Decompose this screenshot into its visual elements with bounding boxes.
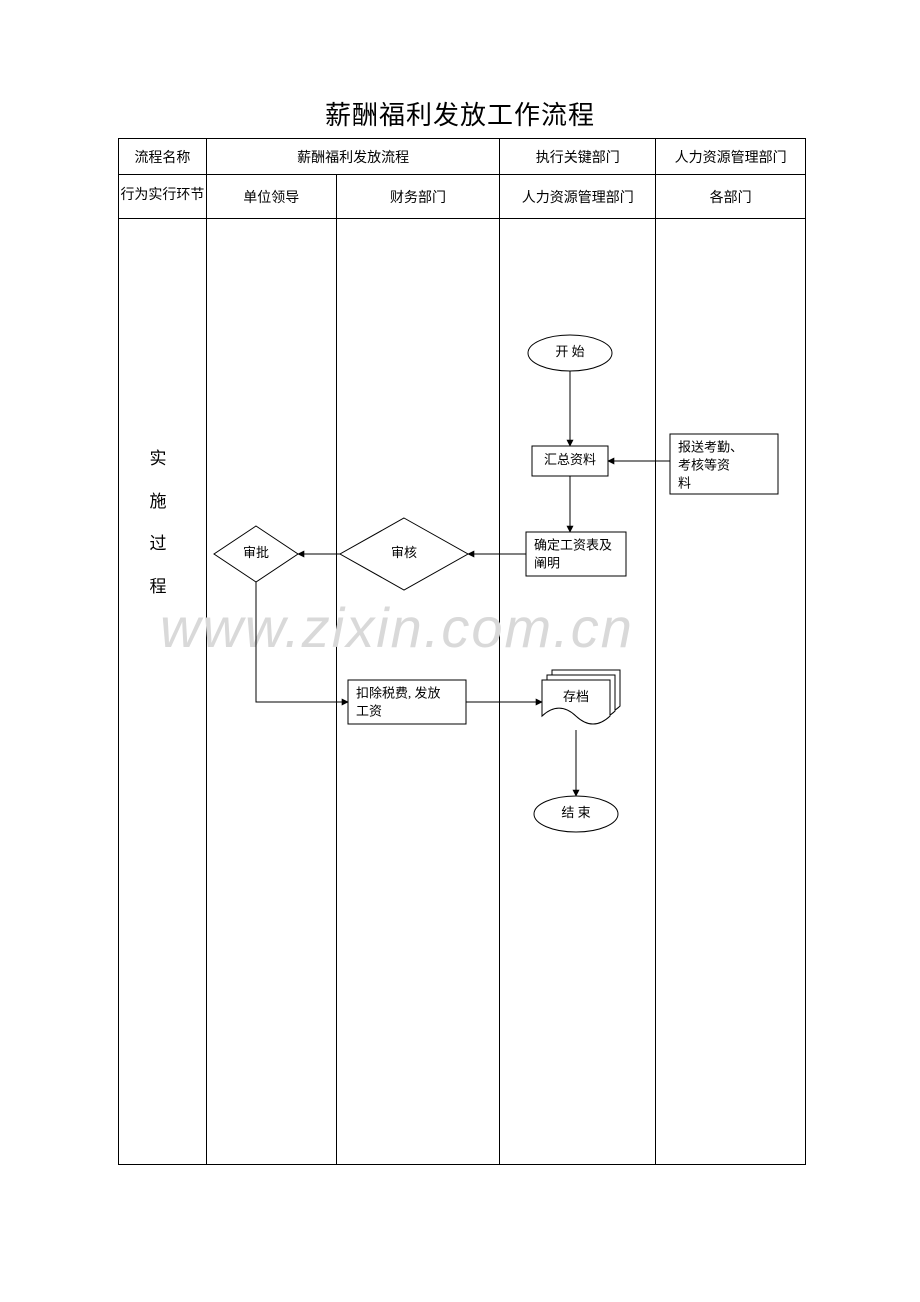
cell-process-name-value: 薪酬福利发放流程 (206, 139, 500, 175)
svg-text:报送考勤、: 报送考勤、 (678, 440, 743, 455)
node-report: 报送考勤、考核等资料 (670, 434, 778, 494)
page: 薪酬福利发放工作流程 流程名称 薪酬福利发放流程 执行关键部门 人力资源管理部门… (0, 0, 920, 1302)
node-approve: 审批 (214, 526, 298, 582)
cell-col-depts: 各部门 (656, 175, 806, 219)
svg-text:结 束: 结 束 (561, 805, 590, 820)
svg-text:开 始: 开 始 (555, 344, 584, 359)
header-row-1: 流程名称 薪酬福利发放流程 执行关键部门 人力资源管理部门 (119, 139, 806, 175)
node-start: 开 始 (528, 335, 612, 371)
svg-text:存档: 存档 (563, 689, 589, 704)
flow-nodes: 开 始汇总资料 报送考勤、考核等资料确定工资表及阐明 审核 审批扣除税费, 发放工资 存… (214, 335, 778, 832)
svg-text:阐明: 阐明 (534, 556, 560, 571)
cell-col-finance: 财务部门 (336, 175, 500, 219)
svg-text:料: 料 (678, 476, 691, 491)
node-audit: 审核 (340, 518, 468, 590)
cell-process-name-label: 流程名称 (119, 139, 207, 175)
cell-key-dept-label: 执行关键部门 (500, 139, 656, 175)
node-collect: 汇总资料 (532, 446, 608, 476)
node-pay: 扣除税费, 发放工资 (348, 680, 466, 724)
svg-text:审核: 审核 (391, 545, 417, 560)
svg-text:汇总资料: 汇总资料 (544, 452, 596, 467)
header-row-2: 行为实行环节 单位领导 财务部门 人力资源管理部门 各部门 (119, 175, 806, 219)
svg-text:扣除税费, 发放: 扣除税费, 发放 (356, 686, 441, 701)
node-confirm: 确定工资表及阐明 (526, 532, 626, 576)
cell-col-leader: 单位领导 (206, 175, 336, 219)
cell-col-hr: 人力资源管理部门 (500, 175, 656, 219)
cell-key-dept-value: 人力资源管理部门 (656, 139, 806, 175)
cell-phase-label: 行为实行环节 (119, 175, 207, 219)
flow-edges (256, 371, 670, 796)
node-end: 结 束 (534, 796, 618, 832)
svg-text:审批: 审批 (243, 545, 269, 560)
node-archive: 存档 (542, 670, 620, 724)
flowchart-svg: 开 始汇总资料 报送考勤、考核等资料确定工资表及阐明 审核 审批扣除税费, 发放工资 存… (118, 218, 806, 1164)
svg-text:确定工资表及: 确定工资表及 (534, 538, 612, 553)
page-title: 薪酬福利发放工作流程 (0, 95, 920, 132)
svg-text:工资: 工资 (356, 704, 382, 719)
svg-text:考核等资: 考核等资 (678, 458, 730, 473)
